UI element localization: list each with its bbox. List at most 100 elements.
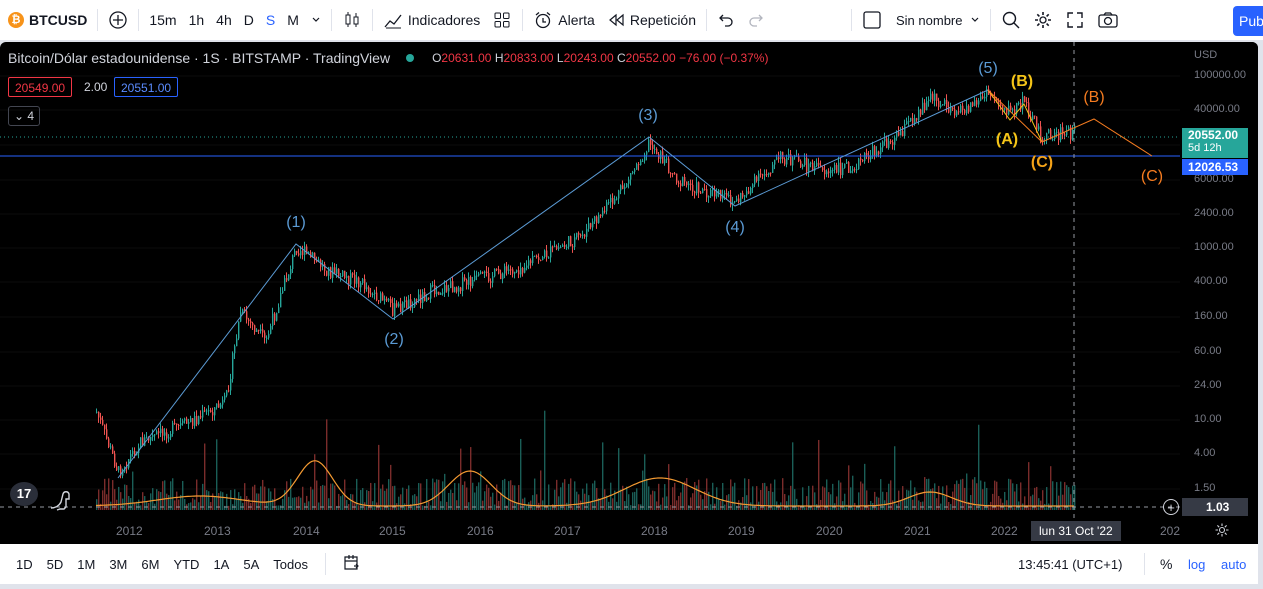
- replay-button[interactable]: Repetición: [601, 0, 702, 40]
- range-ytd[interactable]: YTD: [173, 556, 200, 572]
- price-tick-label: 100000.00: [1194, 69, 1246, 81]
- wave-label-c-yellow[interactable]: (C): [1030, 154, 1054, 171]
- candle-body: [952, 107, 954, 110]
- clock-display[interactable]: 13:45:41 (UTC+1): [1018, 556, 1123, 572]
- candle-body: [552, 246, 554, 248]
- chart-type-button[interactable]: [336, 0, 368, 40]
- volume-bar: [844, 493, 846, 510]
- range-1d[interactable]: 1D: [16, 556, 33, 572]
- symbol-title[interactable]: Bitcoin/Dólar estadounidense · 1S · BITS…: [8, 50, 391, 66]
- interval-15m[interactable]: 15m: [149, 12, 177, 28]
- volume-bar: [554, 489, 556, 510]
- range-1a[interactable]: 1A: [213, 556, 230, 572]
- indicators-collapse-button[interactable]: ⌄ 4: [8, 106, 40, 126]
- line-price-tag: 12026.53: [1182, 159, 1248, 175]
- alarm-clock-icon: [533, 10, 553, 30]
- fullscreen-button[interactable]: [1059, 0, 1091, 40]
- publish-button[interactable]: Publicar: [1233, 6, 1263, 36]
- sell-price[interactable]: 20549.00: [8, 77, 73, 97]
- candle-body: [804, 157, 806, 166]
- volume-bar: [314, 454, 316, 510]
- time-axis-settings-button[interactable]: [1214, 522, 1230, 543]
- interval-4h[interactable]: 4h: [216, 12, 232, 28]
- candle-body: [860, 158, 862, 160]
- range-6m[interactable]: 6M: [141, 556, 160, 572]
- tradingview-logo[interactable]: 17: [10, 482, 38, 506]
- wave-label-2[interactable]: (2): [384, 331, 404, 348]
- range-5a[interactable]: 5A: [243, 556, 260, 572]
- volume-bar: [544, 410, 546, 510]
- candle-body: [742, 192, 744, 197]
- price-axis-bg[interactable]: [1180, 42, 1258, 544]
- interval-s[interactable]: S: [265, 12, 276, 28]
- auto-toggle[interactable]: auto: [1221, 556, 1247, 572]
- volume-bar: [158, 491, 160, 510]
- candle-body: [484, 271, 486, 273]
- wave-label-b-orange[interactable]: (B): [1083, 89, 1105, 106]
- wave-label-a-yellow[interactable]: (A): [995, 131, 1019, 148]
- range-3m[interactable]: 3M: [109, 556, 128, 572]
- range-5d[interactable]: 5D: [46, 556, 64, 572]
- buy-price[interactable]: 20551.00: [114, 77, 179, 97]
- templates-button[interactable]: [486, 0, 518, 40]
- interval-d[interactable]: D: [243, 12, 254, 28]
- candle-body: [290, 269, 292, 275]
- wave-label-5[interactable]: (5): [978, 60, 998, 77]
- wave-label-3[interactable]: (3): [638, 107, 658, 124]
- undo-icon: [717, 11, 735, 29]
- candle-body: [892, 142, 894, 145]
- candle-body: [858, 158, 860, 170]
- alert-button[interactable]: Alerta: [527, 0, 601, 40]
- layout-select[interactable]: Sin nombre: [856, 0, 986, 40]
- redo-button[interactable]: [741, 0, 771, 40]
- settings-button[interactable]: [1027, 0, 1059, 40]
- range-all[interactable]: Todos: [273, 556, 308, 572]
- compare-button[interactable]: [102, 0, 134, 40]
- wave-label-c-orange[interactable]: (C): [1140, 168, 1164, 185]
- wave-label-4[interactable]: (4): [725, 219, 745, 236]
- volume-bar: [806, 496, 808, 510]
- volume-bar: [504, 478, 506, 510]
- candle-body: [754, 176, 756, 185]
- interval-1h[interactable]: 1h: [188, 12, 205, 28]
- price-chart[interactable]: [0, 42, 1258, 544]
- spread-value: 2.00: [84, 80, 108, 94]
- search-button[interactable]: [995, 0, 1027, 40]
- volume-bar: [938, 485, 940, 510]
- elliott-wave-projection[interactable]: [987, 89, 1153, 157]
- wave-label-b-yellow[interactable]: (B): [1010, 73, 1034, 90]
- time-axis-bg[interactable]: [0, 520, 1180, 544]
- chart-area[interactable]: (1) (2) (3) (4) (5) (A) (B) (C) (B) (C) …: [0, 42, 1258, 544]
- percent-toggle[interactable]: %: [1160, 556, 1173, 572]
- volume-bar: [722, 482, 724, 510]
- candle-body: [666, 158, 668, 160]
- range-1m[interactable]: 1M: [77, 556, 96, 572]
- candle-body: [112, 446, 114, 454]
- elliott-wave-impulse[interactable]: [117, 89, 989, 479]
- candle-body: [628, 179, 630, 184]
- candle-body: [928, 99, 930, 102]
- add-alert-button[interactable]: +: [1163, 499, 1179, 515]
- volume-bar: [930, 489, 932, 510]
- candle-body: [566, 246, 568, 248]
- candle-body: [348, 275, 350, 285]
- candle-body: [1028, 102, 1030, 117]
- indicators-button[interactable]: Indicadores: [377, 0, 486, 40]
- volume-bar: [480, 471, 482, 510]
- volume-bar: [628, 494, 630, 510]
- symbol-search[interactable]: ₿ BTCUSD: [0, 0, 93, 40]
- snapshot-button[interactable]: [1091, 0, 1125, 40]
- log-toggle[interactable]: log: [1188, 556, 1206, 572]
- volume-bar: [968, 501, 970, 510]
- volume-bar: [812, 485, 814, 510]
- date-range-button[interactable]: [342, 554, 362, 575]
- wave-label-1[interactable]: (1): [286, 214, 306, 231]
- currency-label[interactable]: USD: [1194, 49, 1218, 61]
- interval-m[interactable]: M: [287, 12, 299, 28]
- candle-body: [308, 252, 310, 254]
- interval-dropdown[interactable]: [305, 0, 327, 40]
- candle-body: [880, 147, 882, 155]
- undo-button[interactable]: [711, 0, 741, 40]
- time-tick-label: 2016: [467, 524, 494, 538]
- elliott-wave-correction-abc[interactable]: [987, 89, 1043, 143]
